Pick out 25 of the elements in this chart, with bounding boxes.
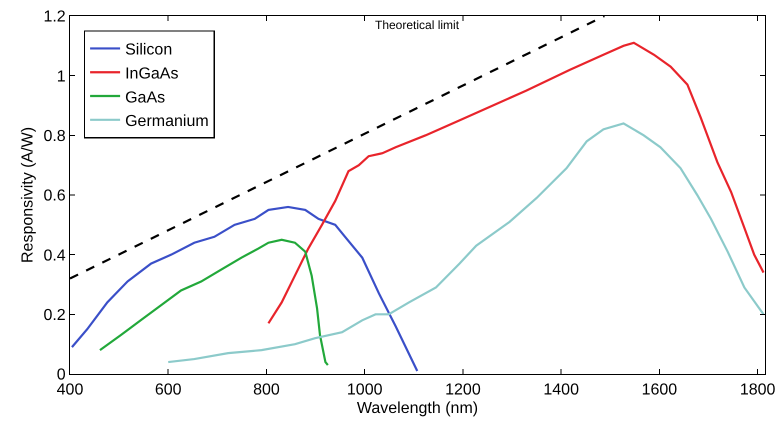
y-tick-label: 0 bbox=[56, 366, 66, 384]
y-tick-label: 0.8 bbox=[43, 128, 66, 145]
x-tick-label: 800 bbox=[253, 381, 280, 398]
x-tick-label: 1800 bbox=[740, 381, 776, 398]
y-tick-label: 1 bbox=[56, 68, 66, 86]
x-tick-label: 600 bbox=[154, 381, 182, 398]
y-tick-label: 0.6 bbox=[43, 188, 66, 205]
y-tick-label: 1.2 bbox=[43, 8, 66, 26]
y-axis-title: Responsivity (A/W) bbox=[19, 126, 36, 264]
legend-label: Germanium bbox=[125, 113, 209, 130]
x-tick-label: 1400 bbox=[543, 381, 580, 398]
legend-label: InGaAs bbox=[125, 65, 178, 82]
annotation: Theoretical limit bbox=[375, 18, 460, 32]
x-tick-label: 1000 bbox=[346, 381, 383, 398]
legend-label: GaAs bbox=[125, 89, 166, 106]
x-tick-label: 400 bbox=[56, 381, 84, 398]
x-axis-title: Wavelength (nm) bbox=[356, 400, 478, 417]
x-tick-label: 1200 bbox=[445, 381, 481, 398]
y-tick-label: 0.4 bbox=[43, 247, 66, 264]
line-series bbox=[267, 42, 765, 324]
y-tick-label: 0.2 bbox=[43, 306, 66, 324]
line-series bbox=[98, 238, 329, 366]
x-tick-label: 1600 bbox=[642, 381, 678, 398]
line-series bbox=[70, 206, 418, 372]
legend-label: Silicon bbox=[125, 42, 172, 59]
